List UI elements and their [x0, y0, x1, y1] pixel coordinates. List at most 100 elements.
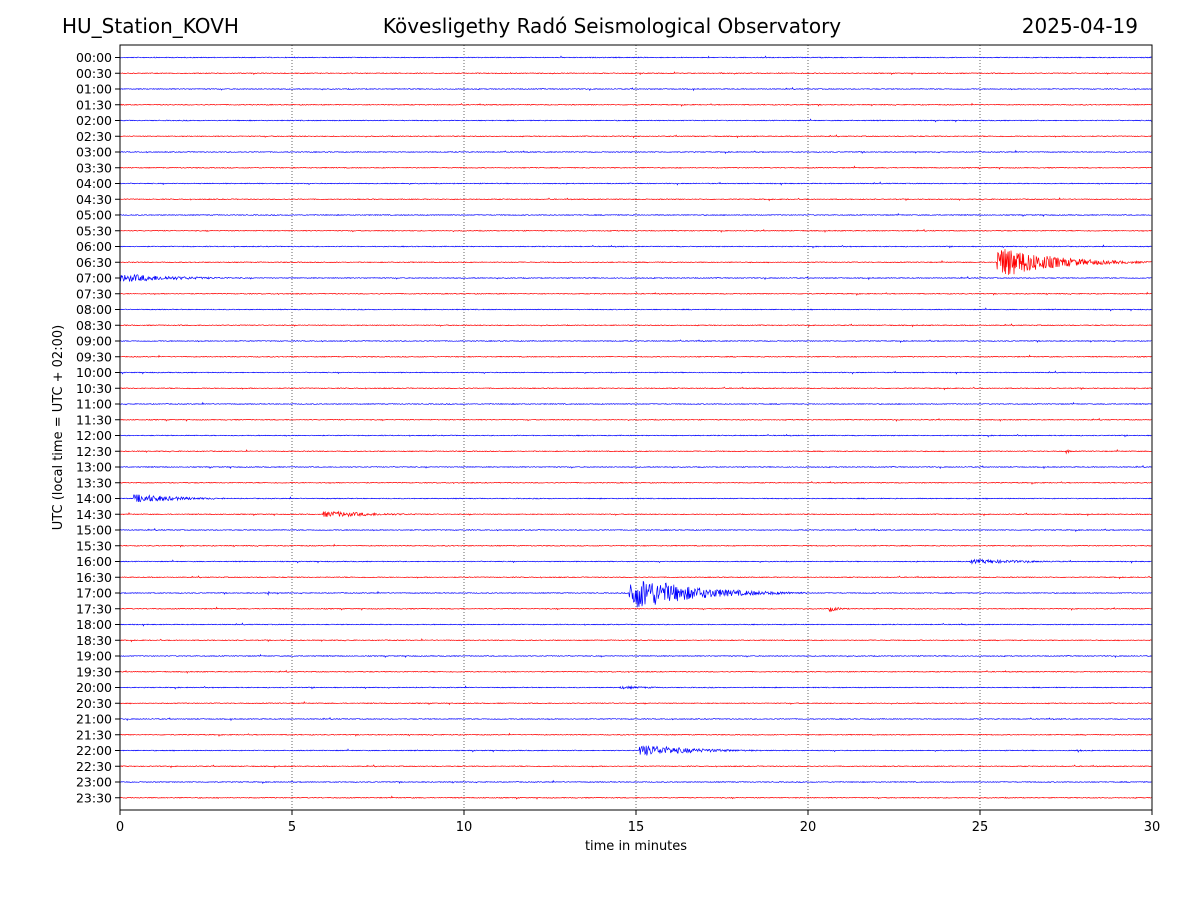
y-tick-label: 04:00 — [76, 176, 112, 191]
trace-2230 — [119, 764, 1152, 769]
trace-0330 — [119, 165, 1152, 170]
trace-2300 — [119, 779, 1152, 785]
trace-1030 — [119, 386, 1152, 391]
y-tick-label: 18:30 — [76, 633, 112, 648]
y-tick-label: 06:00 — [76, 239, 112, 254]
trace-0130 — [119, 102, 1152, 107]
x-tick-label: 30 — [1144, 820, 1161, 835]
y-tick-label: 03:00 — [76, 145, 112, 160]
trace-0300 — [119, 149, 1152, 155]
trace-0900 — [120, 339, 1152, 344]
y-tick-label: 07:00 — [76, 271, 112, 286]
trace-0200 — [119, 118, 1152, 123]
y-tick-label: 12:30 — [76, 444, 112, 459]
y-tick-label: 23:30 — [76, 790, 112, 805]
trace-2200 — [119, 745, 1152, 756]
x-tick-label: 15 — [628, 820, 645, 835]
y-tick-label: 16:00 — [76, 554, 112, 569]
y-tick-label: 05:30 — [76, 223, 112, 238]
y-tick-label: 01:30 — [76, 97, 112, 112]
y-tick-label: 08:30 — [76, 318, 112, 333]
y-tick-label: 11:00 — [76, 397, 112, 412]
y-tick-label: 14:30 — [76, 507, 112, 522]
trace-1600 — [119, 558, 1152, 565]
trace-1930 — [119, 669, 1152, 674]
trace-1200 — [119, 433, 1152, 438]
trace-0700 — [119, 273, 1152, 282]
trace-1130 — [119, 417, 1152, 422]
trace-0630 — [119, 249, 1152, 275]
y-tick-label: 21:00 — [76, 712, 112, 727]
trace-1400 — [119, 494, 1152, 503]
y-tick-label: 15:00 — [76, 523, 112, 538]
x-axis-label: time in minutes — [585, 839, 687, 854]
station-name: HU_Station_KOVH — [62, 14, 239, 38]
trace-0830 — [119, 323, 1152, 328]
trace-2100 — [119, 716, 1152, 722]
y-tick-label: 08:00 — [76, 302, 112, 317]
chart-date: 2025-04-19 — [1021, 14, 1138, 38]
trace-1330 — [119, 480, 1152, 485]
trace-0930 — [119, 354, 1152, 358]
y-tick-label: 16:30 — [76, 570, 112, 585]
trace-0500 — [119, 212, 1152, 218]
y-tick-label: 18:00 — [76, 617, 112, 632]
x-tick-label: 10 — [456, 820, 473, 835]
trace-1830 — [119, 638, 1152, 643]
y-tick-label: 20:30 — [76, 696, 112, 711]
y-tick-label: 17:30 — [76, 601, 112, 616]
y-tick-label: 09:00 — [76, 334, 112, 349]
trace-0800 — [119, 307, 1152, 312]
y-tick-label: 17:00 — [76, 586, 112, 601]
y-tick-label: 22:00 — [76, 743, 112, 758]
y-tick-label: 12:00 — [76, 428, 112, 443]
y-tick-label: 01:00 — [76, 82, 112, 97]
y-tick-label: 13:00 — [76, 460, 112, 475]
trace-layer — [119, 55, 1152, 800]
y-tick-label: 00:30 — [76, 66, 112, 81]
trace-1730 — [119, 606, 1152, 613]
x-axis: 0 5 10 15 20 25 30 — [116, 810, 1160, 835]
y-tick-label: 20:00 — [76, 680, 112, 695]
trace-2130 — [119, 732, 1152, 737]
trace-0730 — [119, 291, 1152, 296]
y-tick-label: 03:30 — [76, 160, 112, 175]
trace-1700 — [119, 580, 1152, 608]
y-axis-label: UTC (local time = UTC + 02:00) — [51, 325, 66, 530]
trace-1500 — [119, 527, 1152, 533]
trace-0430 — [119, 197, 1152, 202]
y-tick-label: 06:30 — [76, 255, 112, 270]
trace-0100 — [119, 86, 1152, 92]
y-tick-label: 23:00 — [76, 775, 112, 790]
y-tick-label: 09:30 — [76, 349, 112, 364]
y-tick-label: 02:00 — [76, 113, 112, 128]
y-tick-label: 14:00 — [76, 491, 112, 506]
trace-1000 — [119, 370, 1152, 375]
y-tick-label: 10:30 — [76, 381, 112, 396]
y-tick-label: 13:30 — [76, 475, 112, 490]
trace-1900 — [119, 653, 1152, 659]
trace-0400 — [119, 181, 1152, 186]
y-tick-label: 07:30 — [76, 286, 112, 301]
x-tick-label: 0 — [116, 820, 124, 835]
y-axis: 00:0000:3001:0001:3002:0002:3003:0003:30… — [76, 50, 120, 805]
trace-1630 — [119, 575, 1152, 580]
y-tick-label: 00:00 — [76, 50, 112, 65]
trace-1230 — [119, 448, 1152, 455]
trace-1530 — [119, 543, 1152, 548]
trace-0000 — [119, 55, 1152, 59]
y-tick-label: 05:00 — [76, 208, 112, 223]
y-tick-label: 19:30 — [76, 664, 112, 679]
grid-layer — [291, 45, 981, 810]
y-tick-label: 11:30 — [76, 412, 112, 427]
x-tick-label: 25 — [972, 820, 989, 835]
y-tick-label: 15:30 — [76, 538, 112, 553]
y-tick-label: 19:00 — [76, 649, 112, 664]
y-tick-label: 22:30 — [76, 759, 112, 774]
trace-2030 — [119, 701, 1152, 706]
trace-1300 — [120, 464, 1152, 470]
trace-1800 — [120, 622, 1152, 627]
trace-0600 — [119, 244, 1152, 249]
trace-0030 — [119, 71, 1152, 76]
trace-1430 — [120, 510, 1152, 518]
